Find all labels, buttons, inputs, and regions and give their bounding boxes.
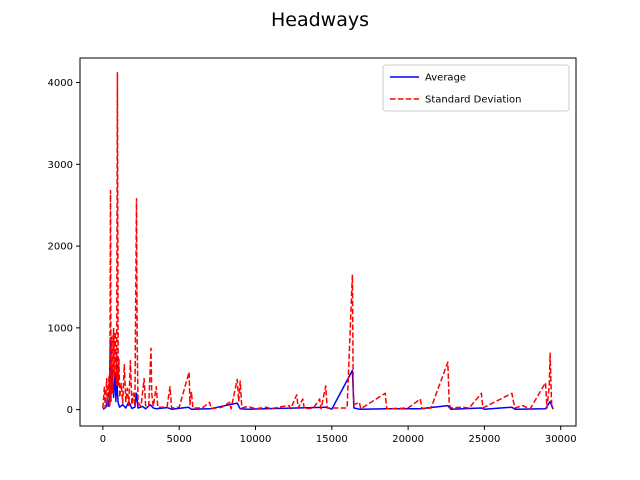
legend-label: Average — [425, 73, 466, 84]
legend-box — [382, 64, 570, 112]
legend: Average Standard Deviation — [382, 64, 570, 112]
x-axis: 0 5000 10000 15000 20000 25000 30000 — [100, 426, 577, 445]
x-tick-label: 25000 — [469, 434, 501, 445]
x-tick-label: 15000 — [316, 434, 348, 445]
y-tick-label: 0 — [67, 405, 73, 416]
chart-title: Headways — [271, 9, 369, 31]
x-tick-label: 20000 — [392, 434, 424, 445]
y-axis: 0 1000 2000 3000 4000 — [48, 78, 80, 416]
x-tick-label: 0 — [100, 434, 106, 445]
plot-area — [102, 71, 554, 410]
y-tick-label: 2000 — [48, 242, 73, 253]
series-line-standard-deviation — [102, 71, 554, 410]
series-line-average — [102, 336, 554, 410]
y-tick-label: 3000 — [48, 160, 73, 171]
y-tick-label: 4000 — [48, 78, 73, 89]
legend-label: Standard Deviation — [425, 95, 522, 106]
x-tick-label: 10000 — [240, 434, 272, 445]
axes-frame — [79, 57, 577, 427]
x-tick-label: 30000 — [545, 434, 577, 445]
x-tick-label: 5000 — [166, 434, 191, 445]
y-tick-label: 1000 — [48, 323, 73, 334]
